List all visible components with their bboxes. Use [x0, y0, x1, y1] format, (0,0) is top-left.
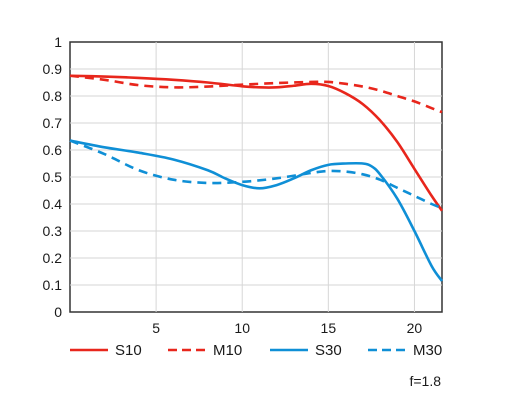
y-tick-label: 0.3 [43, 223, 63, 239]
y-tick-label: 0.5 [43, 169, 63, 185]
y-tick-label: 1 [54, 34, 62, 50]
y-tick-label: 0.2 [43, 250, 63, 266]
aperture-note: f=1.8 [409, 373, 441, 389]
x-tick-label: 10 [234, 320, 250, 336]
y-tick-label: 0.1 [43, 277, 63, 293]
legend-label-m10: M10 [213, 342, 242, 359]
legend-label-s10: S10 [115, 342, 142, 359]
series-line-m10 [69, 74, 443, 114]
y-tick-label: 0.6 [43, 142, 63, 158]
x-tick-label: 15 [321, 320, 337, 336]
x-tick-label: 20 [407, 320, 423, 336]
x-tick-label: 5 [152, 320, 160, 336]
series-line-s10 [69, 74, 444, 212]
y-tick-label: 0.8 [43, 88, 63, 104]
series-line-m30 [69, 139, 443, 210]
series-line-s30 [69, 139, 444, 282]
y-tick-label: 0.9 [43, 61, 63, 77]
y-tick-label: 0 [54, 304, 62, 320]
y-tick-label: 0.7 [43, 115, 63, 131]
legend: S10 M10 S30 M30 [70, 342, 442, 359]
y-tick-label: 0.4 [43, 196, 63, 212]
grid [70, 42, 442, 312]
legend-label-s30: S30 [315, 342, 342, 359]
series-lines [69, 74, 444, 282]
legend-label-m30: M30 [413, 342, 442, 359]
axis-ticks: 00.10.20.30.40.50.60.70.80.915 10 15 20 [43, 34, 423, 336]
